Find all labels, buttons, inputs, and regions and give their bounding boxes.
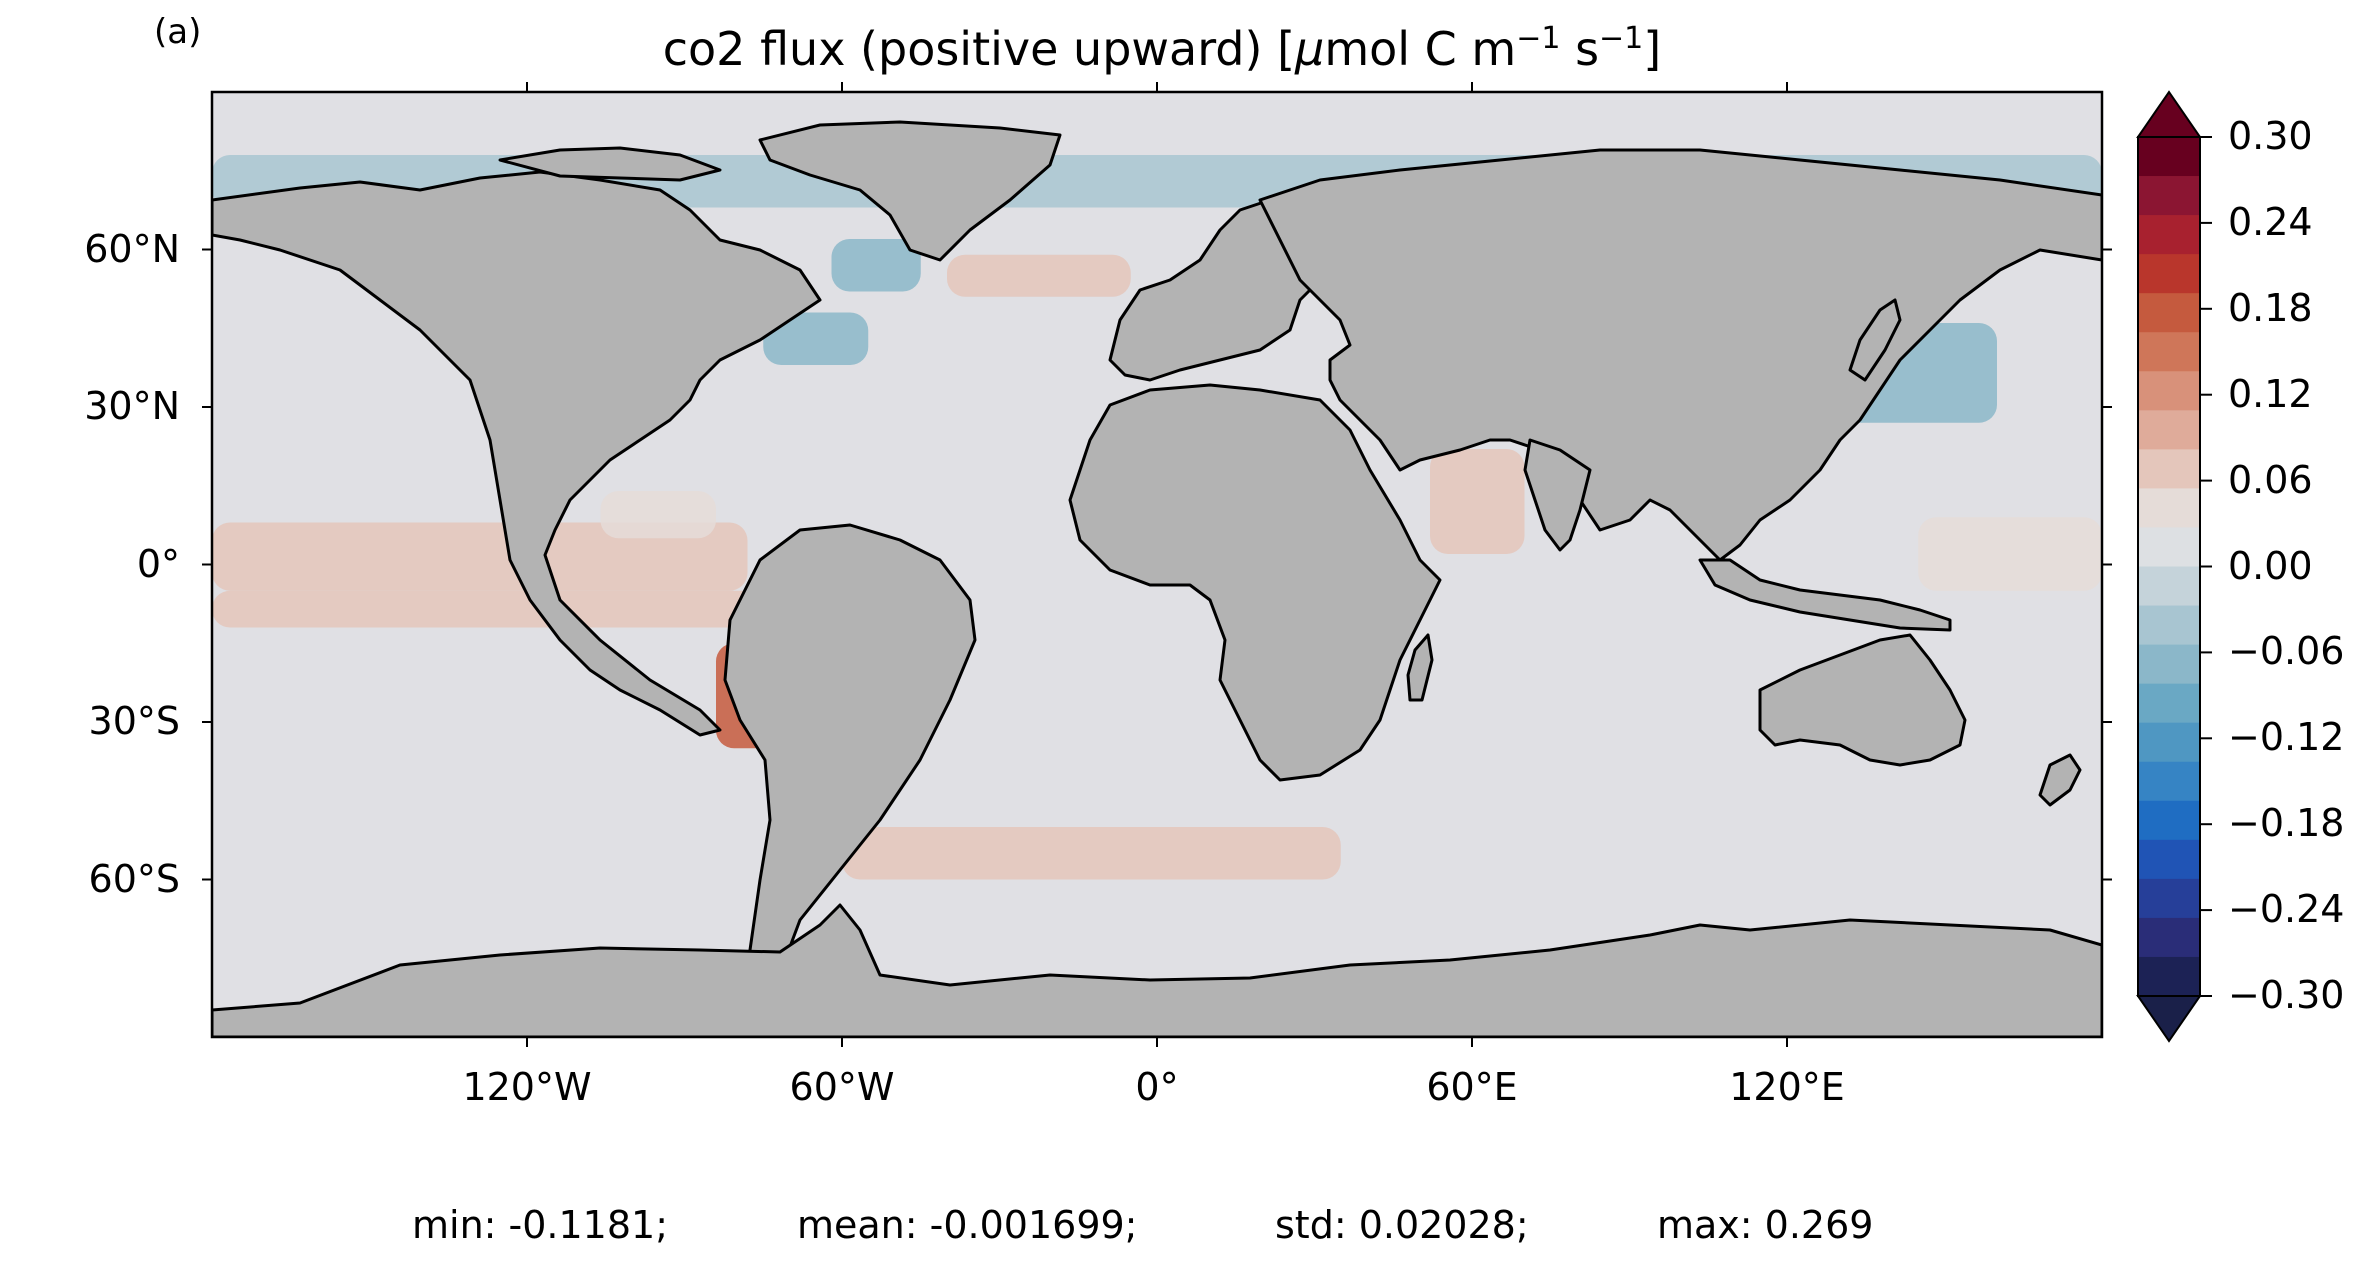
colorbar-level (2138, 800, 2200, 841)
greenland (758, 120, 1062, 262)
colorbar (2136, 90, 2212, 1043)
lat-label: 30°N (84, 384, 180, 428)
flux-region-arabian-sea (1430, 449, 1525, 554)
colorbar-level (2138, 332, 2200, 372)
flux-region-subpolar-north-atlantic (947, 254, 1131, 297)
colorbar-level (2138, 566, 2200, 607)
stat-std: std: 0.02028; (1275, 1203, 1529, 1247)
colorbar-extend-top (2136, 90, 2202, 138)
colorbar-level (2138, 449, 2200, 490)
antarctica (212, 903, 2102, 1037)
colorbar-tick-label: 0.06 (2228, 457, 2313, 502)
colorbar-tick-label: 0.00 (2228, 543, 2313, 588)
colorbar-tick-label: 0.12 (2228, 371, 2313, 416)
colorbar-level (2138, 839, 2200, 880)
colorbar-level (2138, 683, 2200, 724)
colorbar-level (2138, 488, 2200, 529)
stat-min: min: -0.1181; (412, 1203, 669, 1247)
lon-label: 60°E (1426, 1065, 1518, 1109)
stat-max: max: 0.269 (1657, 1203, 1874, 1247)
lon-label: 120°W (462, 1065, 592, 1109)
colorbar-level (2138, 527, 2200, 568)
flux-region-equatorial-pacific (212, 522, 748, 591)
madagascar (1406, 633, 1434, 702)
lon-label: 120°E (1729, 1065, 1845, 1109)
colorbar-tick-label: 0.24 (2228, 199, 2313, 244)
colorbar-tick-label: −0.18 (2228, 801, 2345, 846)
chart-title: co2 flux (positive upward) [μmol C m−1 s… (662, 21, 1662, 76)
lat-label: 60°N (84, 226, 180, 271)
indonesia (1698, 558, 1952, 632)
japan (1848, 298, 1902, 382)
stat-mean: mean: -0.001699; (797, 1203, 1138, 1247)
colorbar-level (2138, 644, 2200, 685)
flux-region-south-east-pacific (212, 590, 764, 628)
map-ticks (202, 82, 2112, 1047)
north-america (212, 170, 822, 737)
colorbar-level (2138, 137, 2200, 177)
canadian-arctic (498, 146, 722, 182)
lat-label: 60°S (88, 856, 180, 901)
flux-region-western-pacific-warm-pool (1918, 517, 2102, 591)
colorbar-level (2138, 956, 2200, 997)
flux-region-central-america-pacific (600, 491, 716, 539)
colorbar-level (2138, 410, 2200, 450)
colorbar-tick-label: −0.24 (2228, 887, 2345, 932)
colorbar-level (2138, 722, 2200, 763)
colorbar-level (2138, 878, 2200, 919)
stats-line: min: -0.1181; mean: -0.001699; std: 0.0202… (412, 1203, 2012, 1247)
colorbar-level (2138, 215, 2200, 255)
lat-label: 30°S (88, 699, 180, 743)
colorbar-level (2138, 917, 2200, 958)
panel-label: (a) (154, 12, 202, 52)
flux-region-gulf-stream (763, 312, 869, 365)
land-masses (212, 120, 2102, 1037)
colorbar-tick-label: −0.06 (2228, 629, 2345, 674)
colorbar-level (2138, 761, 2200, 802)
lat-label: 0° (136, 541, 180, 586)
colorbar-level (2138, 605, 2200, 646)
australia (1758, 633, 1967, 767)
africa (1068, 383, 1442, 782)
indian-subcontinent (1523, 438, 1592, 552)
flux-region-labrador-sea (831, 239, 921, 292)
colorbar-extend-bottom (2136, 995, 2202, 1043)
colorbar-level (2138, 293, 2200, 333)
flux-region-southern-ocean-atlantic-indian (842, 827, 1341, 880)
lon-label: 60°W (789, 1065, 895, 1109)
colorbar-level (2138, 176, 2200, 216)
colorbar-tick-label: 0.30 (2228, 114, 2313, 158)
colorbar-level (2138, 254, 2200, 294)
colorbar-tick-label: −0.30 (2228, 973, 2345, 1017)
lon-label: 0° (1135, 1065, 1179, 1109)
colorbar-level (2138, 371, 2200, 411)
colorbar-tick-label: 0.18 (2228, 285, 2313, 330)
colorbar-tick-label: −0.12 (2228, 715, 2345, 760)
new-zealand (2038, 753, 2082, 807)
